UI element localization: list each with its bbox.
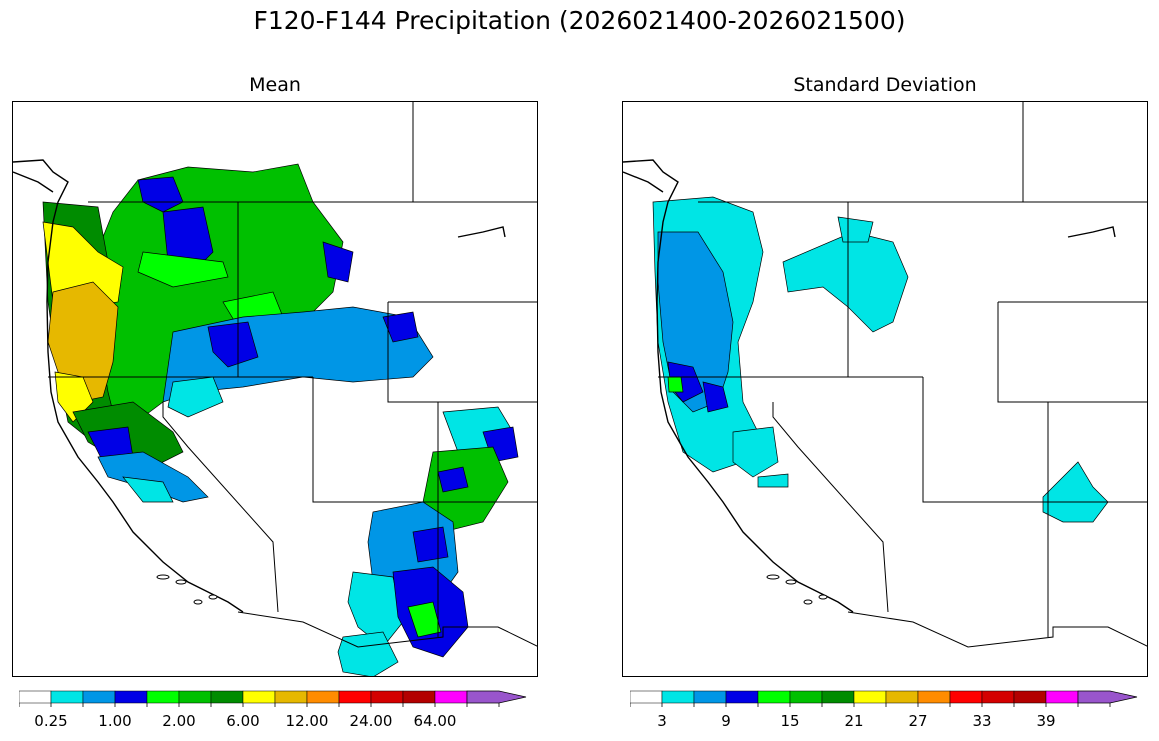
mean-colorbar-bin <box>274 690 308 704</box>
stddev-colorbar-tick-label: 33 <box>972 712 992 730</box>
mean-colorbar-bin <box>178 690 212 704</box>
basin-region-gold-coast <box>47 281 119 403</box>
stddev-colorbar-tick-label: 3 <box>657 712 667 730</box>
stddev-colorbar-bin <box>885 690 919 704</box>
state-boundaries <box>48 102 537 648</box>
mean-colorbar-bin <box>306 690 340 704</box>
figure-title: F120-F144 Precipitation (2026021400-2026… <box>253 6 906 35</box>
coastline <box>13 159 506 613</box>
stddev-colorbar-extend-arrow <box>1077 690 1138 704</box>
mean-colorbar-bin <box>370 690 404 704</box>
stddev-map[interactable] <box>622 101 1148 677</box>
mean-colorbar-bin <box>434 690 468 704</box>
stddev-colorbar-bin <box>789 690 823 704</box>
basin-region-lightgreen <box>137 251 229 288</box>
stddev-basins <box>652 196 1109 523</box>
stddev-colorbar-bin <box>949 690 983 704</box>
stddev-colorbar-bin <box>757 690 791 704</box>
mean-colorbar-bin <box>402 690 436 704</box>
mean-colorbar-bin <box>114 690 148 704</box>
mean-basins <box>42 163 519 676</box>
mean-colorbar-tick-label: 1.00 <box>98 712 132 730</box>
mean-colorbar-extend-arrow <box>466 690 527 704</box>
sd-region-cyan-montana <box>837 216 874 243</box>
basin-region-green-sw <box>407 601 442 638</box>
stddev-colorbar-tick-label: 9 <box>721 712 731 730</box>
mean-colorbar <box>19 690 527 707</box>
stddev-colorbar-bin <box>1013 690 1047 704</box>
stddev-panel-title: Standard Deviation <box>793 74 977 96</box>
stddev-colorbar-bin <box>661 690 695 704</box>
mean-map-canvas <box>13 102 537 676</box>
stddev-colorbar <box>630 690 1138 707</box>
sd-region-cyan-colorado <box>1042 461 1109 523</box>
coastline <box>623 159 1116 613</box>
mean-colorbar-bin <box>146 690 180 704</box>
stddev-map-canvas <box>623 102 1147 648</box>
mean-colorbar-bin <box>242 690 276 704</box>
stddev-colorbar-tick-label: 27 <box>908 712 928 730</box>
channel-islands <box>156 574 218 605</box>
channel-islands <box>766 574 828 605</box>
sd-region-blue-coast-b <box>702 381 729 413</box>
basin-region-blue-c <box>322 241 354 283</box>
stddev-colorbar-tick-label: 15 <box>780 712 800 730</box>
basin-region-blue-a <box>137 176 184 213</box>
basin-region-cyan-a <box>167 376 224 418</box>
mean-colorbar-bin <box>82 690 116 704</box>
basin-region-blue-j <box>412 526 449 563</box>
stddev-colorbar-tick-label: 21 <box>844 712 864 730</box>
mean-map[interactable] <box>12 101 538 677</box>
stddev-colorbar-tick-label: 39 <box>1036 712 1056 730</box>
sd-region-cyan-sierra <box>732 426 779 478</box>
basin-region-blue-d <box>207 321 259 368</box>
mean-colorbar-tick-label: 64.00 <box>413 712 457 730</box>
stddev-colorbar-bin <box>693 690 727 704</box>
basin-region-cyan-e <box>337 631 399 676</box>
sd-region-cyan-idaho <box>782 231 909 333</box>
basin-region-blue-h <box>437 466 469 493</box>
mean-colorbar-bin <box>338 690 372 704</box>
mean-colorbar-tick-label: 24.00 <box>349 712 393 730</box>
stddev-colorbar-bin <box>1045 690 1079 704</box>
mean-colorbar-tick-label: 6.00 <box>226 712 260 730</box>
mean-colorbar-tick-label: 2.00 <box>162 712 196 730</box>
basin-region-blue-e <box>382 311 419 343</box>
state-boundaries <box>658 102 1147 648</box>
mean-colorbar-bin <box>19 690 52 704</box>
stddev-colorbar-bin <box>917 690 951 704</box>
basin-region-mediumblue-sierra <box>97 451 209 503</box>
mean-colorbar-tick-label: 12.00 <box>285 712 329 730</box>
mean-colorbar-bin <box>210 690 244 704</box>
stddev-colorbar-bin <box>821 690 855 704</box>
mean-colorbar-tick-label: 0.25 <box>34 712 68 730</box>
stddev-colorbar-bin <box>725 690 759 704</box>
stddev-colorbar-bin <box>630 690 663 704</box>
mean-colorbar-bin <box>50 690 84 704</box>
basin-region-cyan-b <box>122 476 174 503</box>
stddev-colorbar-bin <box>981 690 1015 704</box>
mean-panel-title: Mean <box>249 74 301 96</box>
stddev-colorbar-bin <box>853 690 887 704</box>
sd-region-green <box>667 376 684 393</box>
sd-region-cyan-nevada <box>757 473 789 488</box>
